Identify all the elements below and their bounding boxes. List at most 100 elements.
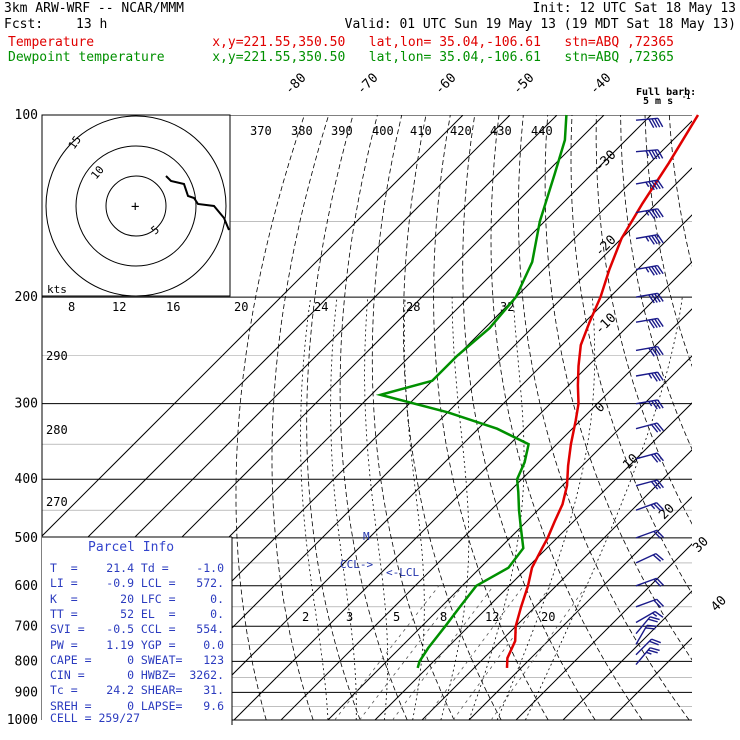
mixing-ratio-line xyxy=(392,585,494,721)
theta-label: 280 xyxy=(46,423,68,437)
wind-barb-shaft xyxy=(635,345,658,352)
wind-barb xyxy=(635,208,664,219)
mixing-ratio-label: 20 xyxy=(541,610,555,624)
wind-barb-flag xyxy=(650,454,659,463)
dry-adiabat-line xyxy=(462,115,596,721)
parcel-info-value: -1.0 xyxy=(196,561,224,575)
dewpoint-legend: Dewpoint temperature xyxy=(8,50,165,65)
moist-adiabat-line xyxy=(300,297,329,721)
mixing-ratio-line xyxy=(424,585,525,721)
trace-layer xyxy=(375,114,700,669)
dry-adiabat-line xyxy=(668,115,692,268)
isotherm-label: -50 xyxy=(510,71,537,98)
mixing-ratio-label: 3 xyxy=(346,610,353,624)
parcel-info-value: 0 xyxy=(127,698,134,713)
wind-barb-flag xyxy=(656,452,664,462)
wind-barb-flag xyxy=(648,118,655,129)
parcel-info-key: PW = xyxy=(50,637,78,652)
parcel-info-value: 52 xyxy=(120,606,134,621)
pressure-label: 400 xyxy=(15,472,38,487)
wind-barb-shaft xyxy=(635,610,656,624)
wind-barb-flag xyxy=(648,235,655,245)
wind-barb-half xyxy=(645,210,650,216)
mixing-ratio-line xyxy=(452,585,552,721)
parcel-info-value: 1.19 xyxy=(106,637,134,652)
wind-barb-flag xyxy=(656,577,665,586)
parcel-info-row: PW = 1.19 YGP = 0.0 xyxy=(50,639,224,651)
wind-barb xyxy=(635,345,664,357)
wind-barb xyxy=(635,624,657,645)
parcel-info-box xyxy=(42,537,232,725)
isotherm-line xyxy=(280,308,692,721)
wind-barb-flag xyxy=(649,647,660,652)
wind-barb-shaft xyxy=(635,616,651,635)
mixing-ratio-upper-label: 20 xyxy=(234,300,248,314)
wind-barb-flag xyxy=(650,481,659,490)
parcel-info-value: 31. xyxy=(203,683,224,698)
moist-adiabat-line xyxy=(468,297,525,721)
forecast-value: 13 h xyxy=(76,17,108,32)
parcel-info-key: T = xyxy=(50,561,78,575)
hodograph-unit-label: kts xyxy=(47,283,67,296)
mixing-ratio-line xyxy=(334,585,440,721)
wind-barb-flag xyxy=(657,292,664,302)
parcel-info-value: 572. xyxy=(196,576,224,591)
dry-adiabat-line xyxy=(403,115,502,721)
mixing-ratio-upper-label: 24 xyxy=(314,300,328,314)
model-title: 3km ARW-WRF -- NCAR/MMM xyxy=(4,1,185,16)
parcel-info-key: K = xyxy=(50,591,78,606)
parcel-info-row: CAPE = 0 SWEAT= 123 xyxy=(50,654,224,666)
wind-barb-shaft xyxy=(635,399,658,405)
wind-barb-flag xyxy=(649,640,659,646)
pressure-label: 600 xyxy=(15,579,38,594)
pressure-label: 500 xyxy=(15,531,38,546)
wind-barb-flag xyxy=(654,234,661,244)
parcel-info-value: 0.0 xyxy=(203,637,224,652)
theta-e-label: 400 xyxy=(372,124,394,138)
mixing-ratio-label: 2 xyxy=(302,610,309,624)
wind-barb-shaft xyxy=(635,552,657,564)
wind-barb-shaft xyxy=(635,598,657,608)
temperature-location: x,y=221.55,350.50 lat,lon= 35.04,-106.61… xyxy=(212,35,674,50)
wind-barb xyxy=(635,422,664,433)
hodograph-ring xyxy=(105,175,167,237)
parcel-info-row: SREH = 0 LAPSE= 9.6 xyxy=(50,700,224,712)
wind-barb-shaft xyxy=(635,422,658,430)
wind-barb-flag xyxy=(648,319,655,329)
theta-e-label: 440 xyxy=(531,124,553,138)
wind-barb-flag xyxy=(649,616,660,621)
parcel-info-value: 123 xyxy=(203,652,224,667)
wind-barb-flag xyxy=(654,372,661,382)
wind-barb-flag xyxy=(653,480,662,489)
wind-barb-flag xyxy=(648,347,655,357)
wind-barb xyxy=(635,117,664,129)
parcel-info-key: LCL = xyxy=(134,576,176,591)
isotherm-label: 0 xyxy=(592,400,608,416)
wind-barb-shaft xyxy=(635,577,657,587)
isotherm-line xyxy=(468,496,692,721)
parcel-info-key: CAPE = xyxy=(50,652,92,667)
isotherm-line xyxy=(233,261,692,721)
wind-barb-flag xyxy=(657,317,664,327)
moist-adiabat-line xyxy=(440,297,470,721)
pressure-label: 300 xyxy=(15,397,38,412)
isotherm-label: 20 xyxy=(656,501,678,523)
wind-barb-shaft xyxy=(635,638,653,656)
wind-barb xyxy=(635,292,664,304)
dry-adiabat-line xyxy=(694,115,740,720)
wind-barb xyxy=(635,264,664,276)
parcel-info-key: SREH = xyxy=(50,698,92,713)
wind-barb-flag xyxy=(654,400,661,409)
dry-adiabat-line xyxy=(490,115,643,721)
wind-barb-flag xyxy=(651,235,658,245)
wind-barb-half xyxy=(648,373,653,379)
mixing-ratio-label: 8 xyxy=(440,610,447,624)
parcel-info-value: 21.4 xyxy=(106,561,134,575)
mixing-ratio-label: 5 xyxy=(393,610,400,624)
wind-barb-flag xyxy=(651,372,658,382)
wind-barb-flag xyxy=(657,346,664,356)
wind-barb-shaft xyxy=(635,529,657,539)
mixing-ratio-line xyxy=(490,585,587,721)
